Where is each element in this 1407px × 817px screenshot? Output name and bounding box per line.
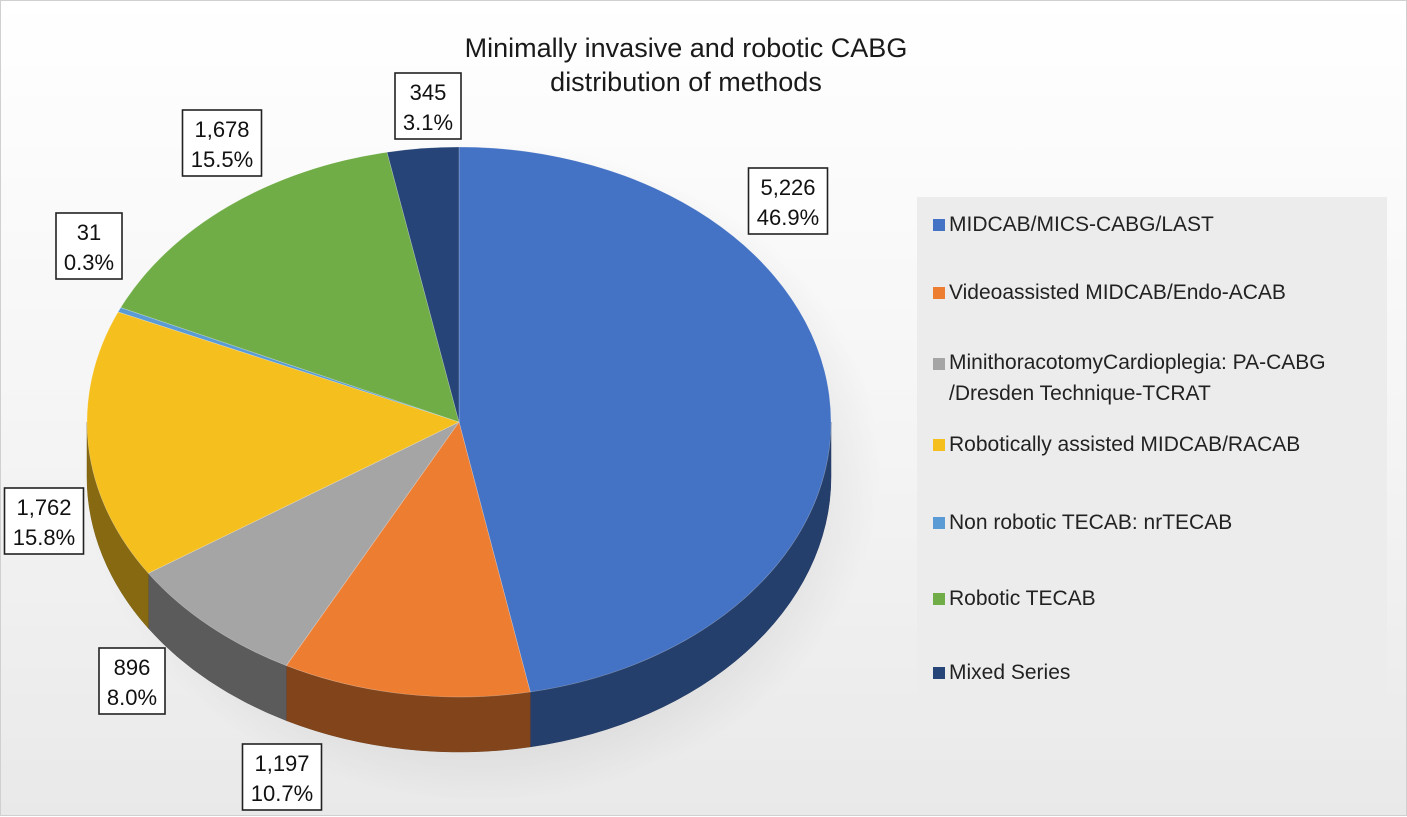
data-label-box-1 (241, 743, 323, 811)
legend-swatch-5 (933, 593, 945, 605)
data-label-percent-6: 3.1% (403, 110, 453, 135)
data-label-5: 1,678 15.5% (181, 109, 263, 177)
legend-swatch-2 (933, 358, 945, 370)
legend-label-2-line-0: MinithoracotomyCardioplegia: PA-CABG (949, 351, 1326, 374)
chart-title: Minimally invasive and robotic CABG dist… (366, 31, 1006, 99)
legend-swatch-1 (933, 287, 945, 299)
data-label-value-4: 31 (77, 220, 101, 245)
data-label-box-3 (3, 487, 85, 555)
pie-tops (86, 146, 832, 698)
data-label-value-3: 1,762 (16, 495, 71, 520)
data-label-percent-2: 8.0% (107, 685, 157, 710)
data-label-box-0 (747, 167, 829, 235)
pie-sides (86, 421, 832, 753)
legend-swatch-4 (933, 517, 945, 529)
legend-label-6: Mixed Series (949, 661, 1071, 684)
data-label-1: 1,197 10.7% (241, 743, 323, 811)
legend: MIDCAB/MICS-CABG/LAST Videoassisted MIDCA… (917, 197, 1387, 725)
pie-slice-0 (458, 146, 832, 693)
data-label-value-0: 5,226 (760, 175, 815, 200)
legend-label-3: Robotically assisted MIDCAB/RACAB (949, 433, 1301, 456)
pie-slice-4 (117, 307, 460, 423)
pie-slice-2 (147, 421, 460, 666)
legend-label-4: Non robotic TECAB: nrTECAB (949, 511, 1233, 534)
data-label-percent-1: 10.7% (251, 781, 313, 806)
legend-swatch-3 (933, 439, 945, 451)
pie-slice-3 (86, 311, 460, 574)
data-label-value-2: 896 (114, 655, 151, 680)
pie-slice-1 (285, 421, 531, 698)
pie-slice-6 (386, 146, 460, 423)
legend-swatch-6 (933, 667, 945, 679)
data-label-value-5: 1,678 (194, 117, 249, 142)
chart-title-line-2: distribution of methods (550, 67, 822, 97)
data-label-value-6: 345 (410, 80, 447, 105)
data-label-percent-5: 15.5% (191, 147, 253, 172)
data-label-box-6 (394, 72, 462, 140)
data-label-0: 5,226 46.9% (747, 167, 829, 235)
data-label-2: 896 8.0% (98, 647, 166, 715)
data-label-6: 345 3.1% (394, 72, 462, 140)
data-label-box-2 (98, 647, 166, 715)
legend-label-2-line-1: /Dresden Technique-TCRAT (949, 382, 1211, 405)
legend-swatch-0 (933, 219, 945, 231)
legend-label-5: Robotic TECAB (949, 587, 1096, 610)
legend-label-1: Videoassisted MIDCAB/Endo-ACAB (949, 281, 1286, 304)
data-label-percent-0: 46.9% (757, 205, 819, 230)
pie-labels: 5,226 46.9% 1,197 10.7% 896 8.0% 1,762 15.8% 31 0… (3, 72, 829, 811)
pie-slice-5 (120, 151, 460, 423)
chart-title-line-1: Minimally invasive and robotic CABG (464, 33, 908, 63)
data-label-box-4 (55, 212, 123, 280)
data-label-box-5 (181, 109, 263, 177)
data-label-percent-4: 0.3% (64, 250, 114, 275)
data-label-4: 31 0.3% (55, 212, 123, 280)
legend-label-0: MIDCAB/MICS-CABG/LAST (949, 213, 1214, 236)
data-label-percent-3: 15.8% (13, 525, 75, 550)
data-label-value-1: 1,197 (254, 751, 309, 776)
data-label-3: 1,762 15.8% (3, 487, 85, 555)
